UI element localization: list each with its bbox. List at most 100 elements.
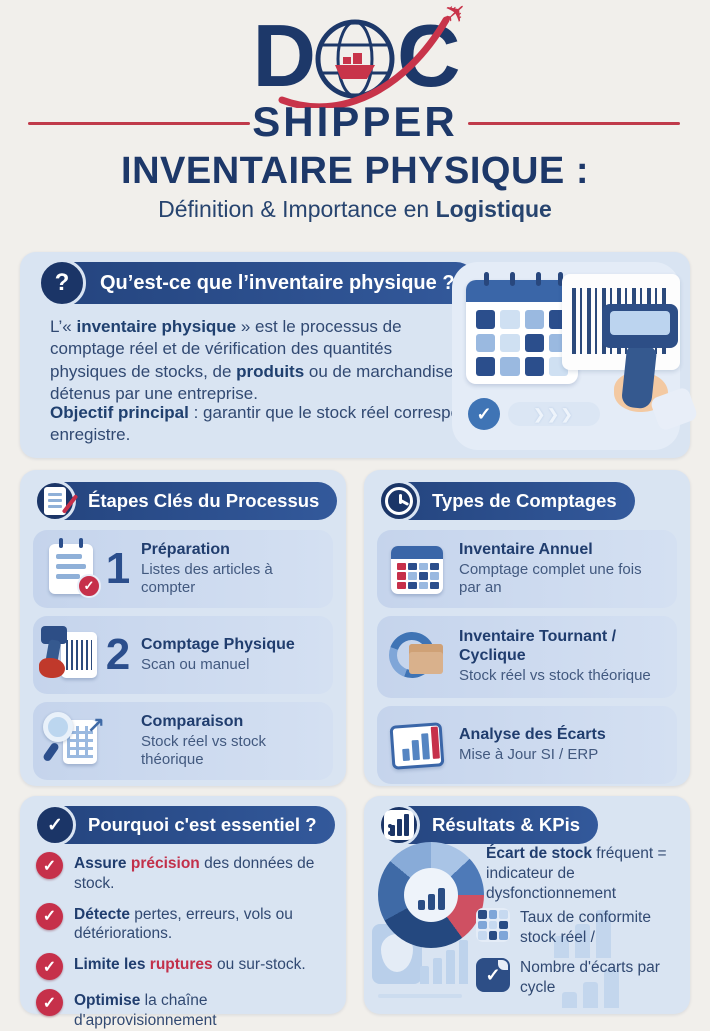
why-text: Optimise la chaîne d'approvisionnement — [74, 992, 217, 1030]
step-desc: Listes des articles à compter — [141, 560, 273, 597]
scanner-illustration — [602, 304, 699, 432]
scanner-screen — [610, 311, 670, 335]
kpis-card: Résultats & KPis Écart de stock fréquent… — [364, 796, 690, 1014]
scanner-head — [602, 304, 678, 348]
check-badge-icon: ✓ — [77, 574, 101, 598]
faded-bars-illustration — [554, 904, 611, 958]
step-desc: Stock réel vs stock théorique — [141, 732, 267, 769]
why-text: Assure précision des données de stock. — [74, 855, 315, 892]
bar-chart-icon — [378, 804, 420, 846]
why-card: ✓ Pourquoi c'est essentiel ? ✓ Assure pr… — [20, 796, 346, 1029]
intro-header-label: Qu’est-ce que l’inventaire physique ? — [100, 271, 455, 294]
mini-bar-chart-icon — [404, 868, 458, 922]
why-list: ✓ Assure précision des données de stock.… — [36, 852, 332, 1031]
kpis-header-pill: Résultats & KPis — [378, 804, 599, 846]
subtitle-bold: Logistique — [435, 196, 552, 222]
type-desc: Stock réel vs stock théorique — [459, 667, 651, 685]
step-title: Comparaison — [141, 712, 244, 730]
red-check-icon: ✓ — [36, 902, 63, 930]
why-header-pill: ✓ Pourquoi c'est essentiel ? — [34, 804, 335, 846]
divider-left — [28, 122, 250, 125]
step-desc: Scan ou manuel — [141, 656, 250, 674]
step-row-2: 2 Comptage Physique Scan ou manuel — [33, 616, 333, 694]
types-header-label: Types de Comptages — [432, 490, 617, 511]
calendar-ring — [558, 272, 563, 286]
types-header-pill: Types de Comptages — [378, 480, 635, 522]
calendar-ring — [536, 272, 541, 286]
step-number: 1 — [105, 544, 131, 593]
step-title: Comptage Physique — [141, 635, 295, 653]
subtitle-text: Définition & Importance en — [158, 196, 436, 222]
logo-letter-c: C — [397, 6, 461, 105]
faded-clipboard-illustration — [372, 924, 468, 1002]
clipboard-pencil-icon — [34, 480, 79, 522]
intro-p1-pre: L’« — [50, 317, 77, 336]
why-text: Limite les ruptures ou sur-stock. — [74, 956, 306, 974]
kpi-item-3: ✓ Nombre d'écarts par cycle — [476, 958, 682, 998]
checklist-icon: ✓ — [43, 538, 101, 598]
doc-check-icon: ✓ — [476, 958, 510, 992]
logo-letter-d: D — [252, 6, 316, 105]
cycle-box-icon — [381, 624, 445, 686]
progress-chevrons-icon: ❯❯❯ — [508, 402, 600, 426]
red-check-icon: ✓ — [36, 989, 63, 1017]
why-row-1: ✓ Assure précision des données de stock. — [36, 852, 332, 894]
step-number: 2 — [105, 630, 131, 679]
magnifier-compare-icon: ↗ — [41, 712, 105, 770]
why-row-2: ✓ Détecte pertes, erreurs, vols ou détér… — [36, 902, 332, 945]
red-check-icon: ✓ — [36, 852, 63, 879]
intro-illustration: ✓ ❯❯❯ — [452, 262, 699, 450]
type-desc: Mise à Jour SI / ERP — [459, 746, 599, 764]
kpis-header-label: Résultats & KPis — [432, 814, 581, 835]
steps-card: Étapes Clés du Processus ✓ 1 Préparation… — [20, 470, 346, 786]
calendar-icon — [387, 540, 445, 598]
intro-p1-mid: » est le processus de comptage réel et d… — [50, 317, 402, 381]
donut-chart — [378, 842, 484, 948]
globe-ship-icon — [315, 19, 395, 99]
calendar-header — [466, 280, 578, 302]
intro-header-pill: ? Qu’est-ce que l’inventaire physique ? — [38, 259, 477, 307]
page-title: INVENTAIRE PHYSIQUE : — [121, 150, 589, 192]
intro-card: ? Qu’est-ce que l’inventaire physique ? … — [20, 252, 699, 458]
calendar-ring — [484, 272, 489, 286]
brand-logo: D C ✈ — [190, 0, 520, 108]
kpi-item-1: Écart de stock fréquent = indicateur de … — [486, 845, 667, 903]
type-title: Inventaire Annuel — [459, 540, 593, 558]
kpi-item-2: Taux de conformite stock réel / — [476, 908, 682, 948]
page-subtitle: Définition & Importance en Logistique — [0, 196, 710, 223]
type-row-2: Inventaire Tournant / Cyclique Stock rée… — [377, 616, 677, 698]
check-badge-icon: ✓ — [468, 398, 500, 430]
trend-arrow-icon: ↗ — [86, 714, 105, 739]
question-icon: ? — [38, 259, 86, 307]
kpi-text: Nombre d'écarts par cycle — [520, 959, 660, 996]
why-header-label: Pourquoi c'est essentiel ? — [88, 814, 317, 835]
kpi-text: Taux de conformite stock réel / — [520, 909, 651, 946]
step-title: Préparation — [141, 540, 230, 558]
calendar-ring — [510, 272, 515, 286]
type-row-3: Analyse des Écarts Mise à Jour SI / ERP — [377, 706, 677, 784]
stopwatch-icon — [378, 480, 420, 522]
why-row-3: ✓ Limite les ruptures ou sur-stock. — [36, 953, 332, 981]
conformity-grid-icon — [476, 908, 510, 942]
logo-wordmark: SHIPPER — [252, 98, 458, 145]
intro-p1-bold1: inventaire physique — [76, 317, 237, 336]
intro-paragraph: L’« inventaire physique » est le process… — [50, 316, 470, 406]
type-title: Inventaire Tournant / Cyclique — [459, 628, 617, 664]
why-text: Détecte pertes, erreurs, vols ou détério… — [74, 905, 293, 943]
steps-header-label: Étapes Clés du Processus — [88, 490, 320, 511]
step-row-3: ↗ Comparaison Stock réel vs stock théori… — [33, 702, 333, 780]
step-row-1: ✓ 1 Préparation Listes des articles à co… — [33, 530, 333, 608]
calendar-grid — [476, 310, 568, 376]
type-row-1: Inventaire Annuel Comptage complet une f… — [377, 530, 677, 608]
why-row-4: ✓ Optimise la chaîne d'approvisionnement — [36, 989, 332, 1031]
types-card: Types de Comptages Inventaire Annuel Com… — [364, 470, 690, 786]
chart-board-icon — [387, 716, 445, 774]
steps-header-pill: Étapes Clés du Processus — [34, 480, 338, 522]
steps-list: ✓ 1 Préparation Listes des articles à co… — [33, 530, 333, 780]
check-circle-icon: ✓ — [34, 804, 76, 846]
intro-p1-bold2: produits — [236, 361, 305, 381]
type-desc: Comptage complet une fois par an — [459, 560, 642, 597]
types-list: Inventaire Annuel Comptage complet une f… — [377, 530, 677, 784]
red-check-icon: ✓ — [36, 953, 63, 981]
